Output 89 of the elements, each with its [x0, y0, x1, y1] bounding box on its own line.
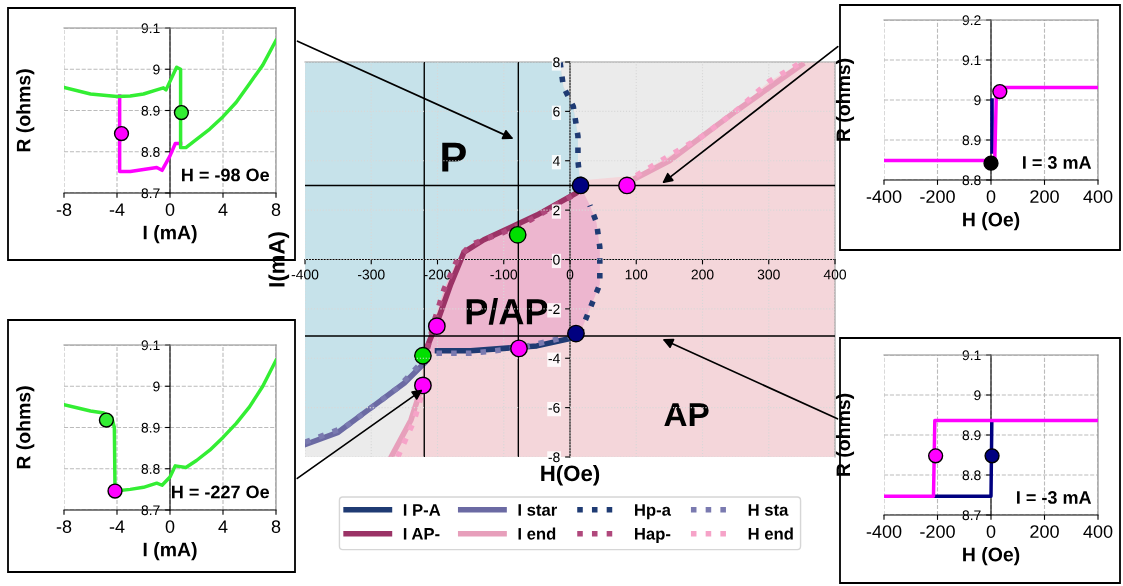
- point: [510, 339, 528, 358]
- y-axis-title: R (ohms): [835, 58, 855, 141]
- x-tick-label: -4: [109, 203, 125, 216]
- legend-label: Hp-a: [635, 504, 672, 520]
- x-tick-label: -100: [490, 269, 518, 280]
- x-tick-label: -8: [56, 520, 72, 533]
- x-tick-label: -400: [866, 525, 902, 538]
- y-tick-label: 8.9: [141, 422, 160, 433]
- y-tick-label: -4: [548, 353, 560, 364]
- y-tick-label: 8.9: [962, 135, 981, 146]
- annotation: AP: [664, 403, 709, 427]
- x-tick-label: -400: [866, 190, 902, 203]
- y-tick-label: 6: [553, 106, 560, 117]
- x-axis-title: I (mA): [143, 542, 197, 561]
- y-axis-title: R (ohms): [16, 69, 35, 152]
- x-tick-label: 4: [218, 520, 228, 533]
- point: [414, 346, 432, 365]
- x-axis-title: H (Oe): [963, 547, 1020, 566]
- annotation: H = -227 Oe: [172, 485, 270, 499]
- y-axis-title: R (ohms): [16, 386, 35, 469]
- x-axis-title: H(Oe): [541, 464, 600, 486]
- y-tick-label: 8.8: [962, 470, 981, 481]
- x-tick-label: 300: [757, 269, 780, 280]
- x-tick-label: 8: [271, 203, 281, 216]
- x-tick-label: 400: [823, 269, 847, 280]
- y-tick-label: 8.9: [141, 105, 160, 116]
- x-tick-label: 200: [691, 269, 714, 280]
- legend-label: I end: [518, 527, 556, 540]
- y-tick-label: 9.1: [962, 55, 981, 66]
- x-axis-title: H (Oe): [963, 212, 1020, 231]
- x-tick-label: 4: [218, 203, 228, 216]
- y-tick-label: 4: [552, 156, 560, 166]
- y-tick-label: 9.1: [141, 340, 160, 351]
- annotation: P: [442, 142, 466, 172]
- y-tick-label: 2: [553, 205, 560, 216]
- y-tick-label: 0: [553, 254, 560, 265]
- y-tick-label: 9: [974, 390, 981, 401]
- annotation: I = 3 mA: [1023, 156, 1092, 169]
- legend-label: H sta: [748, 504, 789, 516]
- y-tick-label: 8.8: [962, 175, 981, 186]
- y-tick-label: 9: [153, 64, 160, 75]
- y-axis-title: I(mA): [268, 232, 290, 287]
- point: [567, 324, 585, 343]
- x-tick-label: 400: [1083, 190, 1113, 203]
- legend-label: I AP-: [403, 528, 440, 540]
- x-tick-label: -4: [109, 520, 125, 533]
- y-tick-label: 9.1: [962, 350, 981, 361]
- x-tick-label: 200: [1030, 525, 1059, 538]
- y-axis-title: R (ohms): [835, 393, 855, 476]
- x-tick-label: -8: [56, 203, 72, 216]
- legend-label: H end: [748, 527, 793, 540]
- x-axis-title: I (mA): [143, 225, 197, 244]
- y-tick-label: 8.7: [141, 505, 160, 516]
- x-tick-label: -200: [920, 525, 955, 538]
- x-tick-label: -300: [357, 269, 385, 280]
- annotation: I = -3 mA: [1017, 491, 1092, 504]
- y-tick-label: -6: [548, 402, 560, 413]
- y-tick-label: 9.1: [141, 23, 160, 34]
- x-tick-label: 0: [165, 520, 175, 533]
- point: [508, 225, 527, 244]
- x-tick-label: 200: [1030, 190, 1059, 203]
- x-tick-label: 8: [271, 520, 281, 533]
- y-tick-label: 9.2: [962, 15, 981, 26]
- x-tick-label: 100: [625, 269, 648, 280]
- y-tick-label: 8.7: [962, 510, 981, 521]
- y-tick-label: 8: [553, 57, 560, 68]
- y-tick-label: 8.9: [962, 430, 981, 441]
- x-tick-label: 0: [566, 269, 574, 280]
- legend-label: Hap-: [635, 528, 671, 544]
- point: [571, 176, 590, 195]
- x-tick-label: 400: [1083, 525, 1113, 538]
- legend-label: I star: [518, 504, 557, 516]
- x-tick-label: 0: [986, 190, 996, 203]
- x-tick-label: -400: [291, 269, 319, 280]
- y-tick-label: 8.8: [141, 147, 160, 157]
- annotation: H = -98 Oe: [182, 168, 270, 182]
- y-tick-label: 9: [153, 381, 160, 392]
- legend-label: I P-A: [403, 504, 441, 516]
- y-tick-label: 8.8: [141, 464, 160, 474]
- y-tick-label: 9: [974, 95, 981, 106]
- point: [618, 176, 636, 195]
- point: [414, 376, 432, 395]
- x-tick-label: -200: [920, 190, 955, 203]
- y-tick-label: 8.7: [141, 188, 160, 199]
- y-tick-label: -8: [548, 452, 560, 463]
- x-tick-label: 0: [986, 525, 996, 538]
- point: [427, 317, 446, 336]
- y-tick-label: -2: [548, 304, 560, 314]
- x-tick-label: 0: [165, 203, 175, 216]
